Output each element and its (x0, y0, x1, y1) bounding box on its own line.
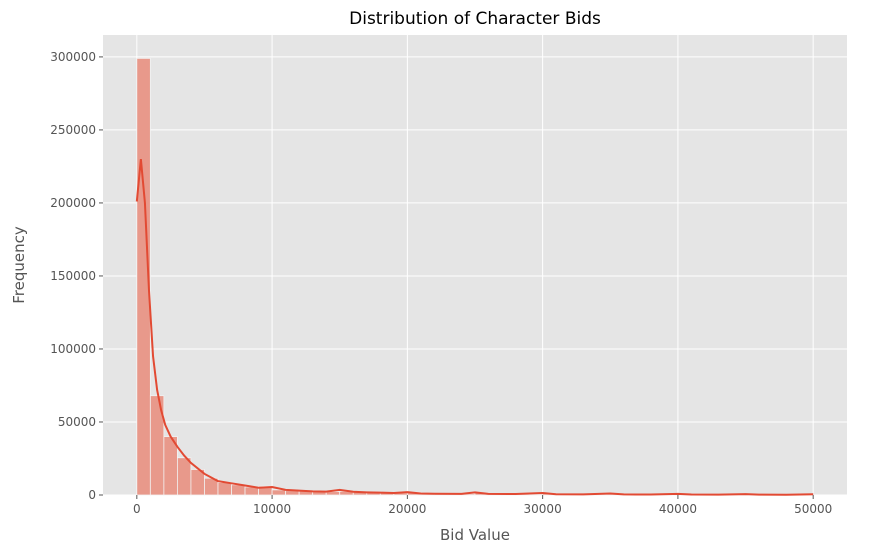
x-tick-label: 40000 (659, 502, 697, 516)
x-tick-label: 30000 (524, 502, 562, 516)
x-tick-label: 10000 (253, 502, 291, 516)
y-axis-ticks: 0 50000 100000 150000 200000 250000 300000 (50, 50, 103, 502)
x-tick-label: 0 (133, 502, 141, 516)
y-tick-label: 0 (88, 488, 96, 502)
x-tick-label: 20000 (388, 502, 426, 516)
y-tick-label: 150000 (50, 269, 96, 283)
chart-title: Distribution of Character Bids (349, 9, 601, 29)
y-tick-label: 50000 (58, 415, 96, 429)
histogram-bar (176, 457, 192, 496)
y-tick-label: 300000 (50, 50, 96, 64)
x-tick-label: 50000 (794, 502, 832, 516)
histogram-bar (217, 482, 232, 496)
gridlines (103, 35, 847, 496)
histogram-bar (271, 489, 287, 496)
x-axis-ticks: 0 10000 20000 30000 40000 50000 (133, 495, 832, 516)
histogram-bar (231, 484, 246, 496)
y-tick-label: 250000 (50, 123, 96, 137)
kde-curve (135, 159, 814, 496)
y-tick-label: 100000 (50, 342, 96, 356)
x-axis-label: Bid Value (440, 526, 510, 544)
y-axis-label: Frequency (10, 226, 28, 304)
y-tick-label: 200000 (50, 196, 96, 210)
plot-background (103, 35, 847, 495)
